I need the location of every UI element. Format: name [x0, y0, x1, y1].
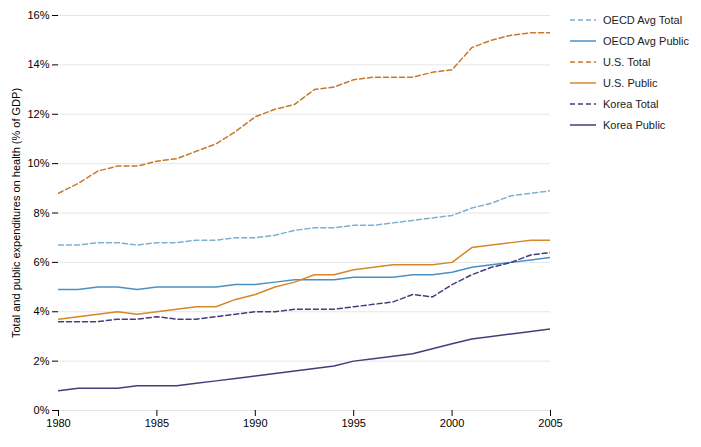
svg-text:6%: 6% [34, 256, 50, 268]
svg-text:8%: 8% [34, 207, 50, 219]
svg-text:2000: 2000 [440, 417, 464, 429]
svg-text:14%: 14% [27, 58, 49, 70]
html-text:Korea Public: Korea Public [603, 119, 666, 131]
html-text:U.S. Total: U.S. Total [603, 56, 651, 68]
svg-text:2%: 2% [34, 355, 50, 367]
svg-text:4%: 4% [34, 305, 50, 317]
svg-text:1985: 1985 [145, 417, 169, 429]
svg-text:12%: 12% [27, 108, 49, 120]
svg-text:1990: 1990 [243, 417, 267, 429]
html-text:OECD Avg Public: OECD Avg Public [603, 35, 689, 47]
svg-text:10%: 10% [27, 157, 49, 169]
svg-text:1995: 1995 [341, 417, 365, 429]
svg-text:0%: 0% [34, 404, 50, 416]
html-text:Korea Total: Korea Total [603, 98, 659, 110]
svg-text:1980: 1980 [46, 417, 70, 429]
svg-text:2005: 2005 [538, 417, 562, 429]
html-text:U.S. Public: U.S. Public [603, 77, 658, 89]
svg-text:Total and public expenditures: Total and public expenditures on health … [10, 88, 22, 338]
html-text:OECD Avg Total: OECD Avg Total [603, 14, 683, 26]
svg-text:16%: 16% [27, 9, 49, 21]
